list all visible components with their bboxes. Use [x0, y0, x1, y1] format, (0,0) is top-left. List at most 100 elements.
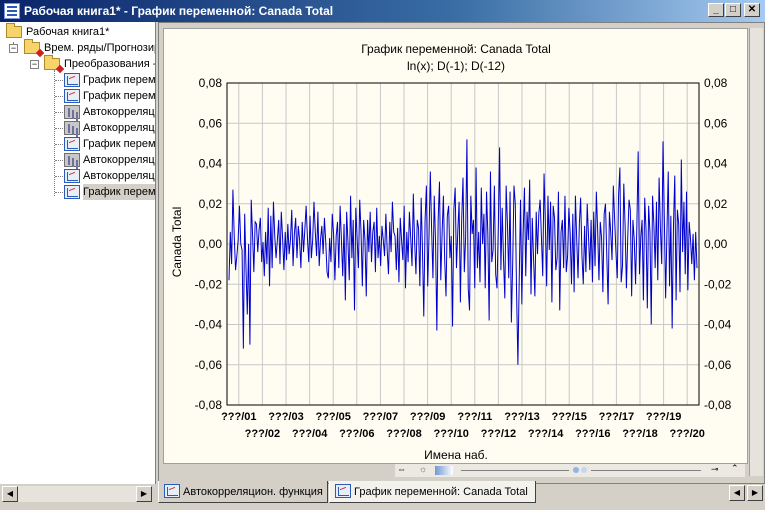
horizontal-scrollbar-track[interactable] — [18, 486, 136, 502]
tree-item[interactable]: График переменной — [0, 88, 156, 104]
zoom-track[interactable] — [591, 470, 701, 471]
y-tick-label-right: 0,04 — [704, 157, 728, 171]
series-line — [228, 139, 698, 365]
window-titlebar[interactable]: Рабочая книга1* - График переменной: Can… — [0, 0, 765, 22]
acf-icon — [64, 153, 80, 167]
y-tick-label-right: 0,02 — [704, 197, 728, 211]
y-tick-label-right: -0,04 — [704, 318, 732, 332]
tree-connector — [55, 112, 63, 113]
y-tick-label-right: -0,02 — [704, 277, 732, 291]
tree-item-label: Автокорреляционная функция — [83, 122, 155, 134]
tree-item[interactable]: Автокорреляционная функция — [0, 120, 155, 136]
analysis-folder-icon — [44, 55, 60, 70]
scroll-left-button[interactable]: ◀ — [2, 486, 18, 502]
tree-item-label: Автокорреляционная функция — [83, 170, 155, 182]
tree-connector — [54, 70, 55, 196]
tree-connector — [55, 96, 63, 97]
y-tick-label-left: 0,02 — [199, 197, 223, 211]
pan-icon[interactable]: ⇔ — [397, 464, 406, 474]
tree-item-label: График переменной — [83, 184, 155, 200]
y-tick-label-left: -0,06 — [195, 358, 223, 372]
y-tick-label-right: 0,06 — [704, 116, 728, 130]
close-button[interactable]: ✕ — [744, 3, 760, 17]
tab-scroll-left-button[interactable]: ◀ — [729, 485, 745, 501]
tree-item[interactable]: Автокорреляционная функция — [0, 104, 155, 120]
open-folder-icon — [6, 23, 22, 38]
workbook-tree[interactable]: Рабочая книга1* − Врем. ряды/Прогнозиров… — [0, 22, 156, 484]
tree-node-timeseries[interactable]: − Врем. ряды/Прогнозирование — [0, 39, 155, 56]
acf-icon — [64, 105, 80, 119]
graph-icon — [64, 73, 80, 87]
expand-icon[interactable]: ⌃ — [731, 463, 739, 473]
x-tick-label: ???/07 — [363, 411, 398, 423]
graph-icon — [164, 484, 180, 498]
y-tick-label-left: -0,02 — [195, 277, 223, 291]
tab-autocorrelation[interactable]: Автокорреляцион. функция — [158, 481, 328, 503]
graph-icon — [64, 89, 80, 103]
tree-item[interactable]: График переменной — [0, 184, 155, 200]
y-tick-label-right: 0,08 — [704, 76, 728, 90]
tree-item[interactable]: График переменной — [0, 136, 156, 152]
tree-item-label: График переменной — [83, 90, 156, 102]
tree-item-label: Автокорреляционная функция — [83, 154, 155, 166]
workbook-icon — [4, 3, 20, 19]
tree-item-label: График переменной — [83, 74, 156, 86]
zoom-strip[interactable]: ⇔ ☼ ⊸ ⌃ — [395, 463, 745, 477]
minimize-button[interactable]: _ — [708, 3, 724, 17]
tree-item[interactable]: График переменной — [0, 72, 156, 88]
chart-panel[interactable]: График переменной: Canada Total ln(x); D… — [163, 28, 748, 464]
vertical-scrollbar[interactable] — [749, 28, 763, 476]
x-tick-label: ???/09 — [410, 411, 445, 423]
tree-node-label: Преобразования - Canada Total — [64, 58, 155, 70]
y-tick-label-left: 0,00 — [199, 237, 223, 251]
plot-frame — [226, 82, 700, 406]
collapse-icon[interactable]: − — [30, 59, 39, 69]
x-tick-label: ???/02 — [245, 428, 280, 440]
y-tick-label-left: 0,04 — [199, 157, 223, 171]
x-tick-label: ???/20 — [669, 428, 704, 440]
y-tick-label-left: 0,08 — [199, 76, 223, 90]
y-tick-label-right: 0,00 — [704, 237, 728, 251]
tree-node-workbook[interactable]: Рабочая книга1* — [2, 23, 155, 40]
y-axis-label: Canada Total — [170, 207, 184, 278]
y-tick-label-left: 0,06 — [199, 116, 223, 130]
zoom-icon[interactable]: ☼ — [419, 464, 428, 474]
zoom-handle[interactable] — [573, 467, 579, 473]
y-tick-label-right: -0,08 — [704, 398, 732, 412]
key-icon[interactable]: ⊸ — [711, 464, 719, 474]
x-tick-label: ???/19 — [646, 411, 681, 423]
tree-node-label: Врем. ряды/Прогнозирование — [44, 42, 155, 54]
x-tick-label: ???/03 — [268, 411, 303, 423]
zoom-track[interactable] — [461, 470, 569, 471]
tree-connector — [55, 144, 63, 145]
tab-scroll-right-button[interactable]: ▶ — [747, 485, 763, 501]
zoom-gradient-icon[interactable] — [435, 466, 453, 475]
tree-node-label: Рабочая книга1* — [26, 26, 110, 38]
chart-subtitle: ln(x); D(-1); D(-12) — [407, 59, 505, 73]
graph-icon — [335, 484, 351, 498]
tab-variable-plot[interactable]: График переменной: Canada Total — [329, 481, 536, 503]
tree-item[interactable]: Автокорреляционная функция — [0, 152, 155, 168]
window-title: Рабочая книга1* - График переменной: Can… — [24, 4, 334, 18]
x-tick-label: ???/13 — [504, 411, 539, 423]
x-tick-label: ???/15 — [551, 411, 586, 423]
tab-label: Автокорреляцион. функция — [183, 486, 323, 498]
tree-connector — [55, 192, 63, 193]
scroll-right-button[interactable]: ▶ — [136, 486, 152, 502]
tree-item-label: График переменной — [83, 138, 156, 150]
line-chart[interactable]: График переменной: Canada Total ln(x); D… — [164, 29, 749, 465]
x-tick-label: ???/14 — [528, 428, 564, 440]
graph-icon — [64, 169, 80, 183]
x-tick-label: ???/08 — [386, 428, 421, 440]
maximize-button[interactable]: □ — [725, 3, 741, 17]
tree-item[interactable]: Автокорреляционная функция — [0, 168, 155, 184]
y-tick-label-left: -0,08 — [195, 398, 223, 412]
tree-connector — [55, 176, 63, 177]
x-tick-label: ???/16 — [575, 428, 610, 440]
collapse-icon[interactable]: − — [9, 43, 18, 53]
zoom-handle[interactable] — [581, 467, 587, 473]
graph-icon — [64, 185, 80, 199]
x-tick-label: ???/17 — [599, 411, 634, 423]
x-tick-label: ???/18 — [622, 428, 657, 440]
tree-node-transformations[interactable]: − Преобразования - Canada Total — [0, 55, 155, 72]
